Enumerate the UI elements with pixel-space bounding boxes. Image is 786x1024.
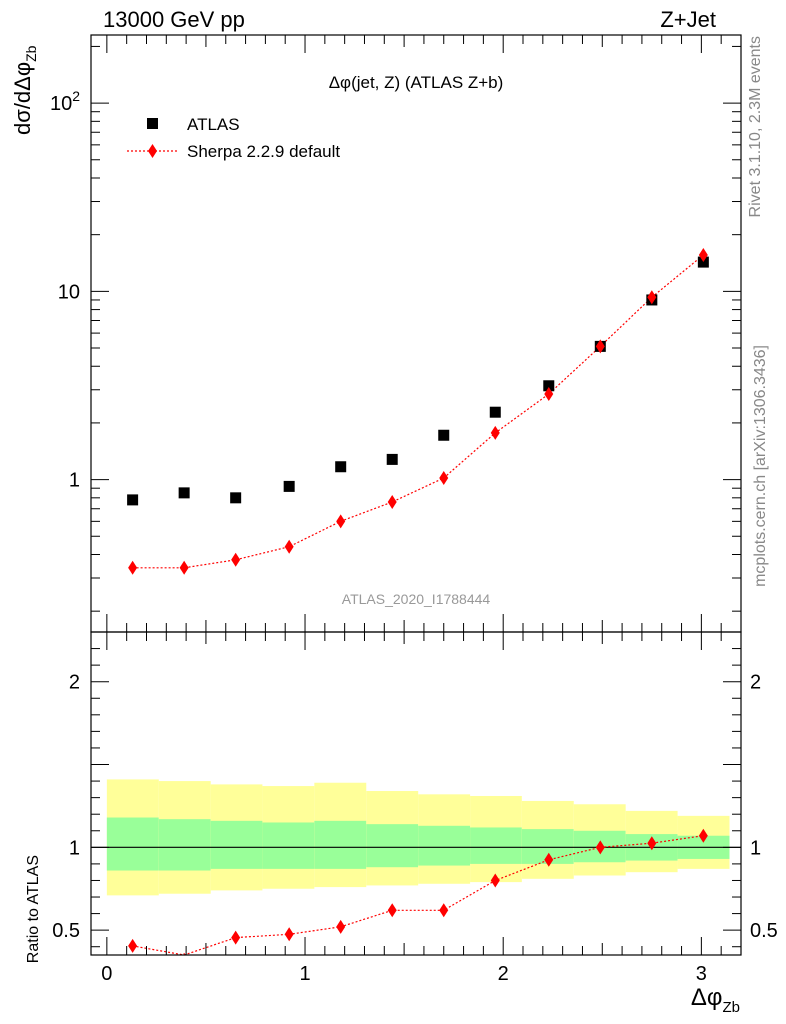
- ratio-ylabel: Ratio to ATLAS: [25, 855, 42, 963]
- uncertainty-band-inner: [210, 820, 263, 869]
- analysis-watermark: ATLAS_2020_I1788444: [342, 591, 491, 607]
- sherpa-ratio-point: [490, 873, 500, 888]
- uncertainty-band-inner: [366, 824, 419, 868]
- main-title: Δφ(jet, Z) (ATLAS Z+b): [329, 73, 504, 92]
- sherpa-ratio-point: [231, 930, 241, 945]
- x-tick-label: 1: [299, 963, 310, 985]
- atlas-point: [127, 494, 139, 506]
- uncertainty-band-inner: [470, 827, 522, 864]
- x-tick-label: 0: [101, 963, 112, 985]
- y-tick-label: 102: [50, 88, 80, 115]
- main-panel: 1 10 102 Δφ(jet, Z) (ATLAS Z+b) ATLAS_2020…: [10, 34, 742, 633]
- sherpa-point: [387, 495, 397, 510]
- sherpa-ratio-point: [647, 836, 657, 851]
- x-axis-label: ΔφZb: [691, 984, 740, 1016]
- sherpa-point: [179, 560, 189, 575]
- sherpa-ratio-point: [128, 938, 138, 953]
- legend-sherpa-marker: [148, 144, 157, 158]
- uncertainty-band-inner: [418, 825, 471, 866]
- atlas-point: [438, 429, 450, 441]
- atlas-point: [335, 461, 347, 473]
- sherpa-ratio-point: [698, 828, 708, 843]
- sherpa-point: [128, 560, 138, 575]
- header-process: 13000 GeV pp: [103, 7, 245, 32]
- mcplots-label: mcplots.cern.ch [arXiv:1306.3436]: [752, 345, 769, 587]
- ratio-y-tick-label-right: 1: [750, 837, 761, 859]
- atlas-point: [697, 256, 709, 268]
- sherpa-ratio-point: [284, 927, 294, 942]
- ratio-y-tick-label-right: 0.5: [750, 920, 778, 942]
- sherpa-ratio-point: [544, 852, 554, 867]
- rivet-version-label: Rivet 3.1.10, 2.3M events: [747, 36, 764, 217]
- atlas-point: [543, 380, 555, 392]
- uncertainty-band-inner: [314, 820, 367, 869]
- sherpa-ratio-point: [336, 919, 346, 934]
- sherpa-ratio-point: [595, 840, 605, 855]
- sherpa-point: [231, 552, 241, 567]
- sherpa-ratio-point: [439, 903, 449, 918]
- sherpa-point: [698, 247, 708, 262]
- ratio-y-tick-label-left: 2: [69, 672, 80, 694]
- atlas-point: [178, 487, 190, 499]
- sherpa-point: [439, 470, 449, 485]
- sherpa-point: [490, 425, 500, 440]
- atlas-point: [230, 492, 242, 504]
- atlas-point: [386, 453, 398, 465]
- sherpa-point: [647, 290, 657, 305]
- atlas-point: [489, 406, 501, 418]
- sherpa-ratio-point: [387, 903, 397, 918]
- sherpa-point: [595, 339, 605, 354]
- x-tick-label: 3: [696, 963, 707, 985]
- ratio-y-tick-label-left: 0.5: [52, 920, 80, 942]
- sherpa-point: [336, 514, 346, 529]
- sherpa-line: [132, 254, 704, 569]
- sherpa-ratio-line: [132, 835, 704, 956]
- legend: ATLAS Sherpa 2.2.9 default: [127, 115, 340, 161]
- uncertainty-band-inner: [158, 819, 211, 871]
- uncertainty-band-inner: [262, 822, 315, 869]
- ratio-y-tick-label-left: 1: [69, 837, 80, 859]
- sherpa-point: [544, 386, 554, 401]
- atlas-point: [283, 480, 295, 492]
- legend-atlas-label: ATLAS: [187, 115, 240, 134]
- main-ylabel: dσ/dΔφZb: [10, 45, 39, 135]
- ratio-panel: 0.5 0.5 1 1 2 2 0 1 2 3 Ratio to ATLAS ΔφZb: [25, 631, 778, 1016]
- ratio-frame: [90, 631, 742, 956]
- legend-atlas-marker: [147, 118, 158, 129]
- y-tick-label: 1: [69, 470, 80, 492]
- legend-sherpa-label: Sherpa 2.2.9 default: [187, 142, 340, 161]
- y-tick-label: 10: [58, 281, 80, 303]
- header-channel: Z+Jet: [660, 7, 716, 32]
- uncertainty-band-inner: [106, 817, 159, 871]
- ratio-y-tick-label-right: 2: [750, 672, 761, 694]
- x-tick-label: 2: [498, 963, 509, 985]
- sherpa-point: [284, 539, 294, 554]
